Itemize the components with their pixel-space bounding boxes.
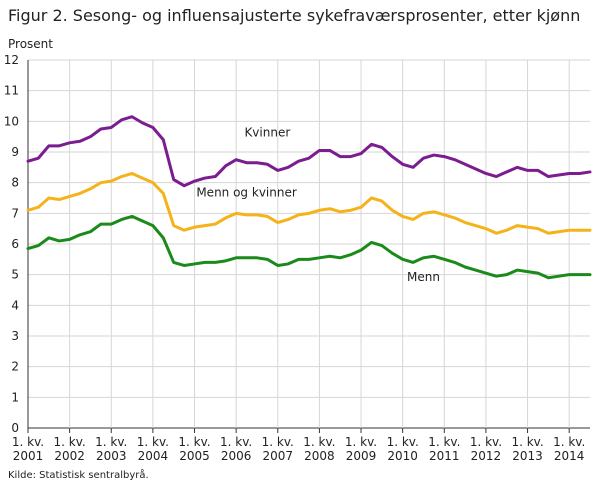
x-tick-label-year: 2002 (54, 449, 85, 463)
x-tick-label: 1. kv. (12, 435, 44, 449)
x-tick-label: 1. kv. (303, 435, 335, 449)
x-tick-label: 1. kv. (345, 435, 377, 449)
series-labels: Kvinner Menn og kvinner Menn (196, 126, 440, 284)
y-tick-label: 4 (11, 298, 19, 312)
x-tick-label-year: 2006 (221, 449, 252, 463)
x-tick-label: 1. kv. (137, 435, 169, 449)
x-tick-label-year: 2005 (179, 449, 210, 463)
x-tick-label-year: 2004 (138, 449, 169, 463)
y-tick-label: 8 (11, 176, 19, 190)
x-tick-label: 1. kv. (178, 435, 210, 449)
y-tick-label: 2 (11, 360, 19, 374)
y-tick-label: 11 (4, 84, 19, 98)
x-tick-label-year: 2012 (471, 449, 502, 463)
grid (27, 59, 590, 429)
y-tick-label: 6 (11, 237, 19, 251)
x-tick-label-year: 2013 (512, 449, 543, 463)
y-tick-label: 9 (11, 145, 19, 159)
x-tick-label-year: 2008 (304, 449, 335, 463)
x-tick-label: 1. kv. (511, 435, 543, 449)
series-line-kvinner (26, 115, 592, 188)
series-label-menn: Menn (407, 270, 440, 284)
x-tick-label-year: 2010 (387, 449, 418, 463)
x-tick-label: 1. kv. (54, 435, 86, 449)
y-tick-label: 10 (4, 114, 19, 128)
y-tick-label: 3 (11, 329, 19, 343)
chart-title: Figur 2. Sesong- og influensajusterte sy… (8, 6, 581, 25)
x-tick-label: 1. kv. (428, 435, 460, 449)
x-tick-label: 1. kv. (262, 435, 294, 449)
x-tick-label-year: 2001 (13, 449, 44, 463)
x-tick-label-year: 2003 (96, 449, 127, 463)
y-axis-label: Prosent (8, 37, 53, 51)
x-tick-label: 1. kv. (553, 435, 585, 449)
series-group (26, 115, 592, 280)
source-note: Kilde: Statistisk sentralbyrå. (8, 470, 149, 481)
y-tick-label: 1 (11, 390, 19, 404)
x-tick-label: 1. kv. (470, 435, 502, 449)
series-label-menn-og-kvinner: Menn og kvinner (196, 185, 297, 199)
y-tick-label: 12 (4, 53, 19, 67)
series-line-menn-og-kvinner (26, 171, 592, 235)
x-tick-label: 1. kv. (95, 435, 127, 449)
x-tick-label-year: 2009 (346, 449, 377, 463)
series-line-menn (26, 214, 592, 280)
x-tick-label: 1. kv. (387, 435, 419, 449)
y-tick-label: 5 (11, 268, 19, 282)
series-label-kvinner: Kvinner (244, 126, 290, 140)
y-tick-label: 7 (11, 206, 19, 220)
x-tick-label-year: 2007 (263, 449, 294, 463)
y-tick-label: 0 (11, 421, 19, 435)
x-tick-label-year: 2014 (554, 449, 585, 463)
x-tick-label: 1. kv. (220, 435, 252, 449)
x-tick-label-year: 2011 (429, 449, 460, 463)
